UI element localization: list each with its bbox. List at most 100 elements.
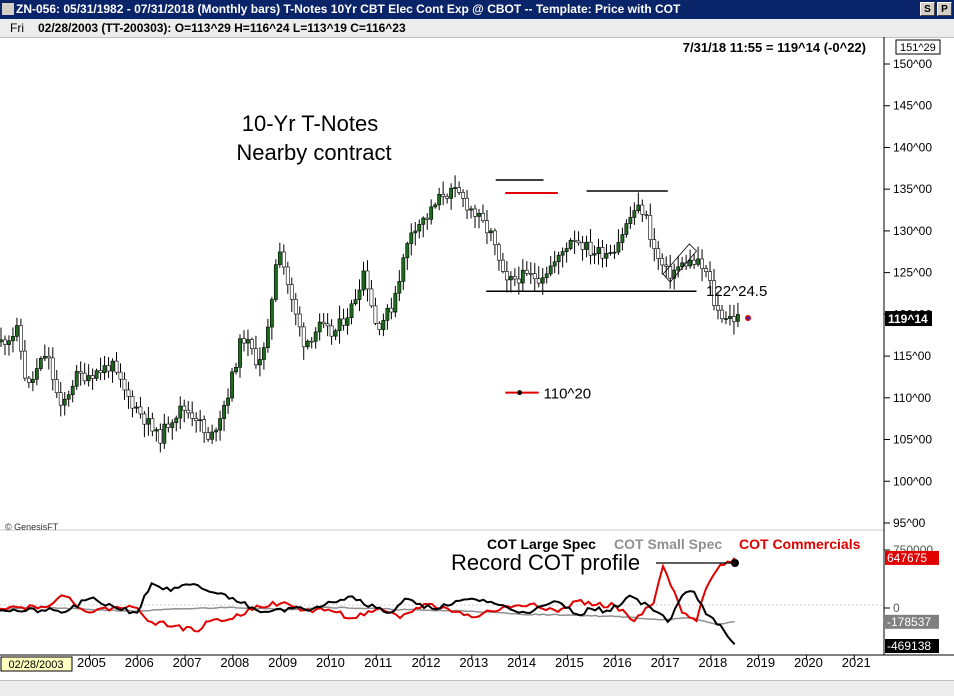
candle-body xyxy=(202,419,207,433)
candle-body xyxy=(512,276,517,280)
candle-body xyxy=(401,257,406,282)
candle-body xyxy=(441,194,446,197)
candle-body xyxy=(234,366,238,373)
candle-body xyxy=(644,214,649,216)
copyright: © GenesisFT xyxy=(5,522,59,532)
date-tick-label: 2015 xyxy=(555,655,584,670)
candle-body xyxy=(624,223,629,235)
candle-body xyxy=(736,314,740,322)
candle-body xyxy=(656,248,661,259)
candle-body xyxy=(445,196,450,199)
candle-body xyxy=(461,192,465,199)
candle-body xyxy=(413,230,418,234)
candle-body xyxy=(142,413,147,425)
candle-body xyxy=(536,278,541,284)
candle-body xyxy=(182,405,187,411)
candle-body xyxy=(580,242,585,250)
candle-body xyxy=(345,317,350,326)
candle-body xyxy=(600,247,605,259)
chart-title-line-2: Nearby contract xyxy=(236,140,391,165)
candle-body xyxy=(636,204,641,211)
window-title: ZN-056: 05/31/1982 - 07/31/2018 (Monthly… xyxy=(16,2,681,16)
candle-body xyxy=(528,273,533,275)
candle-body xyxy=(325,323,330,327)
app-icon xyxy=(2,3,14,15)
candle-body xyxy=(568,239,573,249)
candle-body xyxy=(58,392,63,406)
candle-body xyxy=(500,259,505,272)
candle-body xyxy=(106,365,111,372)
candle-body xyxy=(313,331,318,342)
candle-body xyxy=(548,265,553,275)
candle-body xyxy=(289,284,294,300)
candle-body xyxy=(672,269,677,279)
candle-body xyxy=(616,242,621,253)
cot-value-label: -469138 xyxy=(887,639,931,653)
candle-body xyxy=(712,280,716,306)
candle-body xyxy=(78,371,83,374)
annotations: 122^24.5 110^20 xyxy=(486,179,767,567)
candle-body xyxy=(660,258,665,266)
candle-body xyxy=(385,307,390,321)
candle-body xyxy=(258,359,262,366)
candle-body xyxy=(22,350,27,379)
candle-body xyxy=(708,271,712,281)
candle-body xyxy=(544,273,549,279)
cot-value-label: -178537 xyxy=(887,615,931,629)
candle-body xyxy=(664,264,669,267)
candle-body xyxy=(728,316,732,319)
date-tick-label: 2014 xyxy=(507,655,536,670)
candle-body xyxy=(556,254,561,263)
candle-body xyxy=(692,259,697,265)
status-bar xyxy=(0,680,954,696)
candle-body xyxy=(612,251,617,254)
candle-body xyxy=(481,213,485,221)
candle-body xyxy=(19,325,23,352)
candle-body xyxy=(632,210,637,218)
candle-body xyxy=(321,321,326,325)
candle-body xyxy=(46,355,51,359)
candle-body xyxy=(604,253,609,259)
candle-body xyxy=(564,248,569,252)
candle-body xyxy=(30,378,35,383)
candle-body xyxy=(138,406,143,415)
window-button-p[interactable]: P xyxy=(937,2,952,16)
window-button-s[interactable]: S xyxy=(920,2,935,16)
price-ticks: 150^00145^00140^00135^00130^00125^00120^… xyxy=(884,57,939,653)
candle-body xyxy=(716,305,720,311)
candle-body xyxy=(425,217,430,220)
candle-body xyxy=(38,358,43,369)
date-tick-label: 2010 xyxy=(316,655,345,670)
candle-body xyxy=(254,348,258,366)
candle-body xyxy=(493,230,497,246)
candle-body xyxy=(297,313,302,328)
candle-body xyxy=(397,281,402,294)
candle-body xyxy=(389,307,394,313)
date-tick-label: 2018 xyxy=(698,655,727,670)
candle-body xyxy=(265,326,270,348)
candle-body xyxy=(724,318,728,320)
candle-body xyxy=(409,232,414,244)
candle-body xyxy=(704,268,708,272)
candles xyxy=(0,175,740,453)
candle-body xyxy=(353,299,358,305)
candle-body xyxy=(652,239,657,249)
candle-body xyxy=(293,299,298,315)
candle-body xyxy=(688,259,693,267)
candle-body xyxy=(86,375,91,382)
candle-body xyxy=(285,266,290,285)
candle-body xyxy=(477,213,481,217)
candle-body xyxy=(584,241,589,250)
candle-body xyxy=(154,429,159,432)
candle-body xyxy=(238,338,242,368)
candle-body xyxy=(732,316,736,322)
candle-body xyxy=(608,252,613,254)
candle-body xyxy=(194,418,199,422)
candle-body xyxy=(174,417,179,423)
candle-body xyxy=(473,208,477,217)
candle-body xyxy=(98,370,103,374)
candle-body xyxy=(429,206,434,220)
candle-body xyxy=(198,419,203,422)
target-dot xyxy=(517,390,523,396)
